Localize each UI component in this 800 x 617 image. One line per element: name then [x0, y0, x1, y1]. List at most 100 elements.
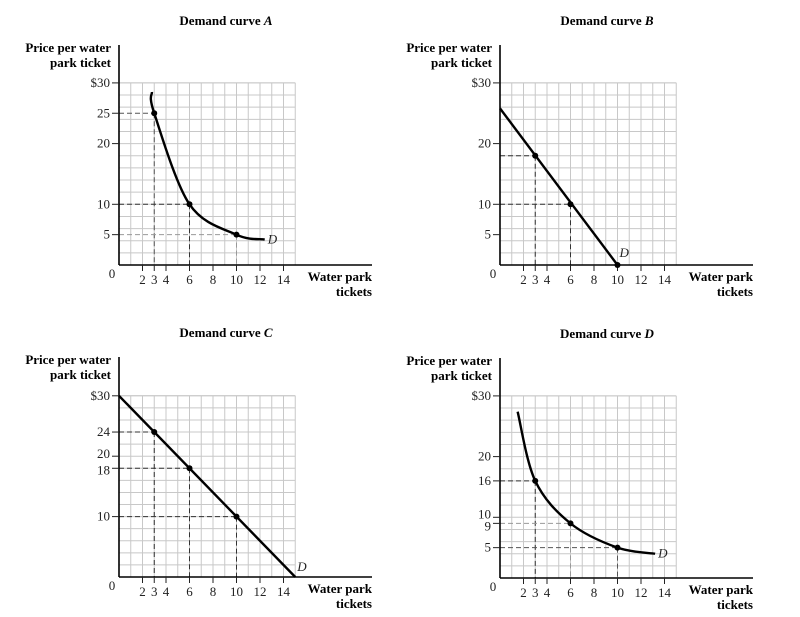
y-tick-label: 20: [478, 136, 491, 151]
origin-label: 0: [490, 266, 497, 281]
origin-label: 0: [109, 266, 116, 281]
x-axis-label: tickets: [336, 596, 372, 611]
grid: [500, 82, 677, 265]
chart-title-variable: C: [264, 325, 273, 340]
data-point: [186, 465, 193, 472]
y-tick-label: $30: [472, 388, 492, 403]
chart-title-text: Demand curve: [179, 325, 264, 340]
y-tick-label: 20: [97, 446, 110, 461]
x-tick-label: 4: [544, 272, 551, 287]
x-tick-label: 10: [611, 585, 624, 600]
chart-title: Demand curve D: [560, 326, 655, 341]
curve-label: D: [267, 232, 278, 247]
curve-label: D: [619, 245, 630, 260]
x-tick-label: 14: [277, 584, 291, 599]
y-tick-label: $30: [472, 75, 492, 90]
x-tick-label: 8: [210, 584, 217, 599]
x-tick-label: 3: [151, 584, 158, 599]
y-tick-label: 20: [478, 449, 491, 464]
x-tick-label: 4: [163, 272, 170, 287]
data-point: [532, 152, 539, 159]
chart-title-variable: D: [644, 326, 655, 341]
chart-title: Demand curve A: [179, 13, 273, 28]
x-tick-label: 10: [611, 272, 624, 287]
y-tick-label: 25: [97, 105, 110, 120]
y-axis-label: park ticket: [50, 367, 112, 382]
y-axis-label: Price per water: [406, 353, 492, 368]
origin-label: 0: [109, 578, 116, 593]
y-axis-label: Price per water: [25, 352, 111, 367]
x-axis-label: tickets: [717, 284, 753, 299]
grid: [119, 395, 296, 577]
grid: [500, 395, 677, 578]
x-tick-label: 8: [210, 272, 217, 287]
y-axis-label: park ticket: [50, 55, 112, 70]
data-point: [151, 429, 158, 436]
x-axis-label: tickets: [717, 597, 753, 612]
chart-title-variable: A: [263, 13, 273, 28]
x-tick-label: 3: [532, 585, 539, 600]
x-tick-label: 12: [254, 272, 267, 287]
data-point: [532, 477, 539, 484]
y-tick-label: 20: [97, 136, 110, 151]
data-point: [233, 231, 240, 238]
curve-label: D: [657, 546, 668, 561]
x-axis-label: Water park: [689, 269, 754, 284]
y-tick-label: 16: [478, 473, 492, 488]
x-tick-label: 10: [230, 272, 243, 287]
chart-title-text: Demand curve: [560, 326, 645, 341]
demand-curve-line: [516, 411, 656, 555]
demand-curve-line: [149, 91, 265, 241]
x-tick-label: 6: [186, 272, 193, 287]
x-tick-label: 12: [254, 584, 267, 599]
x-tick-label: 4: [163, 584, 170, 599]
data-point: [567, 201, 574, 208]
y-tick-label: 10: [97, 509, 110, 524]
y-tick-label: 5: [485, 227, 492, 242]
x-tick-label: 14: [277, 272, 291, 287]
x-axis-label: Water park: [689, 582, 754, 597]
x-tick-label: 6: [567, 585, 574, 600]
data-point: [614, 544, 621, 551]
chart-title-variable: B: [644, 13, 654, 28]
x-tick-label: 6: [567, 272, 574, 287]
curve-label: D: [296, 559, 307, 574]
chart-title: Demand curve B: [560, 13, 654, 28]
y-axis-label: park ticket: [431, 55, 493, 70]
x-tick-label: 2: [520, 585, 527, 600]
y-tick-label: $30: [91, 75, 111, 90]
x-tick-label: 12: [635, 272, 648, 287]
chart-title-text: Demand curve: [560, 13, 645, 28]
y-tick-label: 10: [478, 196, 491, 211]
x-tick-label: 3: [151, 272, 158, 287]
chart-title: Demand curve C: [179, 325, 273, 340]
chart-title-text: Demand curve: [179, 13, 264, 28]
y-tick-label: 18: [97, 462, 110, 477]
y-tick-label: 5: [104, 227, 111, 242]
demand-curve-line: [499, 107, 619, 266]
grid: [119, 82, 296, 265]
demand-curve-line: [118, 394, 297, 578]
x-tick-label: 2: [520, 272, 527, 287]
x-axis-label: Water park: [308, 269, 373, 284]
y-tick-label: 10: [97, 196, 110, 211]
x-tick-label: 12: [635, 585, 648, 600]
x-axis-label: Water park: [308, 581, 373, 596]
x-tick-label: 10: [230, 584, 243, 599]
x-tick-label: 6: [186, 584, 193, 599]
x-tick-label: 2: [139, 272, 146, 287]
x-tick-label: 8: [591, 585, 598, 600]
data-point: [614, 262, 621, 268]
y-tick-label: 5: [485, 540, 492, 555]
y-tick-label: 24: [97, 424, 111, 439]
x-tick-label: 4: [544, 585, 551, 600]
x-tick-label: 14: [658, 585, 672, 600]
y-axis-label: Price per water: [406, 40, 492, 55]
data-point: [233, 513, 240, 520]
x-tick-label: 3: [532, 272, 539, 287]
